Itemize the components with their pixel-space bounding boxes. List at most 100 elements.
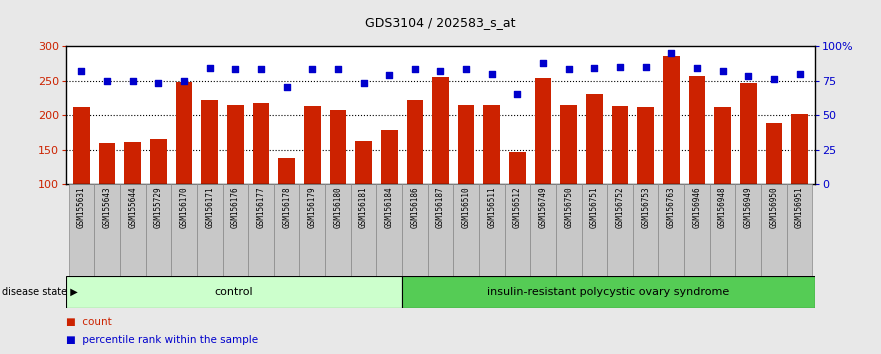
Text: GSM156763: GSM156763	[667, 187, 676, 228]
Bar	[530, 184, 556, 276]
Point	[305, 67, 319, 72]
Point	[254, 67, 268, 72]
Text: GSM156171: GSM156171	[205, 187, 214, 228]
Point	[433, 68, 448, 74]
Bar	[740, 82, 757, 253]
Text: GSM156949: GSM156949	[744, 187, 752, 228]
Bar	[791, 114, 808, 253]
Point	[613, 64, 627, 69]
Text: GSM156176: GSM156176	[231, 187, 240, 228]
Bar	[73, 108, 90, 253]
Bar	[175, 82, 192, 253]
Bar	[329, 109, 346, 253]
Bar	[304, 106, 321, 253]
Text: GSM156177: GSM156177	[256, 187, 265, 228]
Bar	[509, 152, 526, 253]
Point	[562, 67, 576, 72]
Point	[152, 80, 166, 86]
Text: GSM156186: GSM156186	[411, 187, 419, 228]
Text: GSM155643: GSM155643	[102, 187, 112, 228]
Text: control: control	[215, 287, 253, 297]
Point	[690, 65, 704, 71]
Text: GSM156946: GSM156946	[692, 187, 701, 228]
Bar	[325, 184, 351, 276]
Text: GSM155729: GSM155729	[154, 187, 163, 228]
Text: GSM155631: GSM155631	[77, 187, 86, 228]
Bar	[663, 56, 679, 253]
Bar	[607, 184, 633, 276]
Bar	[355, 141, 372, 253]
Text: GSM156178: GSM156178	[282, 187, 291, 228]
Text: GSM156750: GSM156750	[564, 187, 574, 228]
Point	[228, 67, 242, 72]
Bar	[556, 184, 581, 276]
Text: GSM156512: GSM156512	[513, 187, 522, 228]
Text: GSM156753: GSM156753	[641, 187, 650, 228]
Text: disease state ▶: disease state ▶	[2, 287, 78, 297]
Bar	[458, 105, 475, 253]
Point	[331, 67, 345, 72]
Point	[203, 65, 217, 71]
Bar	[736, 184, 761, 276]
Bar	[202, 100, 218, 253]
Point	[382, 72, 396, 78]
Bar	[300, 184, 325, 276]
Bar	[376, 184, 402, 276]
Bar	[685, 184, 710, 276]
Bar	[427, 184, 454, 276]
Bar	[658, 184, 685, 276]
Bar	[69, 184, 94, 276]
Bar	[94, 184, 120, 276]
Bar	[535, 79, 552, 253]
Text: GSM156510: GSM156510	[462, 187, 470, 228]
Point	[459, 67, 473, 72]
Point	[664, 50, 678, 56]
Text: GSM156950: GSM156950	[769, 187, 779, 228]
Bar	[171, 184, 196, 276]
Bar	[761, 184, 787, 276]
Bar	[120, 184, 145, 276]
Bar	[99, 143, 115, 253]
Bar	[227, 105, 244, 253]
Bar	[479, 184, 505, 276]
Bar	[586, 95, 603, 253]
Bar	[433, 77, 448, 253]
Point	[536, 60, 550, 65]
Text: GSM156751: GSM156751	[590, 187, 599, 228]
Text: GSM156181: GSM156181	[359, 187, 368, 228]
Text: GSM156184: GSM156184	[385, 187, 394, 228]
Bar	[351, 184, 376, 276]
Point	[100, 78, 115, 83]
Text: GSM156749: GSM156749	[538, 187, 548, 228]
Point	[177, 78, 191, 83]
Bar	[689, 76, 706, 253]
Bar	[611, 106, 628, 253]
Text: GSM156951: GSM156951	[795, 187, 804, 228]
Bar	[402, 276, 815, 308]
Bar	[124, 142, 141, 253]
Bar	[406, 100, 423, 253]
Bar	[196, 184, 223, 276]
Bar	[150, 139, 167, 253]
Bar	[278, 158, 295, 253]
Text: GSM156180: GSM156180	[333, 187, 343, 228]
Bar	[505, 184, 530, 276]
Text: GSM156511: GSM156511	[487, 187, 496, 228]
Bar	[637, 108, 654, 253]
Text: ■  count: ■ count	[66, 317, 112, 327]
Text: GSM155644: GSM155644	[129, 187, 137, 228]
Bar	[253, 103, 270, 253]
Text: GSM156179: GSM156179	[307, 187, 317, 228]
Point	[357, 80, 371, 86]
Point	[715, 68, 729, 74]
Bar	[402, 184, 427, 276]
Bar	[633, 184, 658, 276]
Bar	[714, 108, 731, 253]
Bar	[560, 105, 577, 253]
Text: GSM156948: GSM156948	[718, 187, 727, 228]
Bar	[145, 184, 171, 276]
Text: GSM156752: GSM156752	[616, 187, 625, 228]
Point	[639, 64, 653, 69]
Text: GSM156170: GSM156170	[180, 187, 189, 228]
Bar	[223, 184, 248, 276]
